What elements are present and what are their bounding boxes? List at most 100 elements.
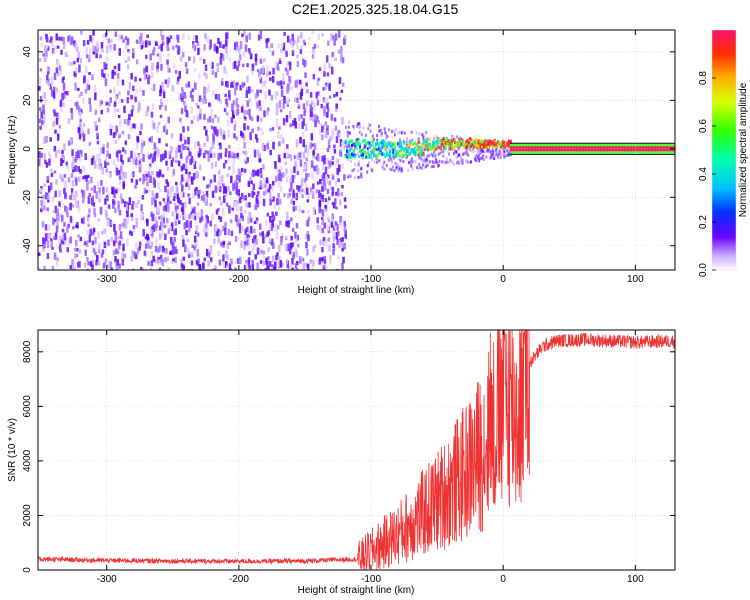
heat-cell (161, 174, 165, 178)
heat-cell (433, 150, 436, 154)
heat-cell (149, 53, 152, 61)
heat-cell (307, 37, 311, 41)
heat-cell (87, 261, 90, 266)
heat-cell (61, 92, 64, 101)
heat-cell (351, 147, 354, 151)
heat-cell (193, 34, 196, 40)
x-tick-label: 0 (500, 574, 506, 585)
heat-cell (187, 35, 191, 40)
heat-cell (228, 95, 231, 101)
heat-cell (305, 221, 308, 226)
heat-cell (486, 147, 489, 151)
heat-cell (330, 113, 334, 121)
heat-cell (195, 225, 199, 234)
heat-cell (262, 198, 266, 207)
heat-cell (213, 268, 217, 270)
heat-cell (332, 35, 335, 40)
heat-cell (317, 91, 320, 96)
heat-cell (320, 258, 324, 263)
y-tick-label: 6000 (22, 395, 33, 418)
heat-cell (60, 36, 64, 42)
heat-cell (488, 147, 491, 151)
heat-cell (490, 150, 493, 154)
heat-cell (267, 256, 270, 260)
heat-cell (503, 155, 506, 159)
heat-cell (219, 152, 223, 159)
heat-cell (222, 183, 225, 187)
heat-cell (135, 179, 138, 185)
heat-cell (46, 207, 49, 212)
heat-cell (55, 179, 58, 185)
heat-cell (310, 187, 313, 193)
heat-cell (52, 120, 55, 127)
heat-cell (91, 264, 94, 270)
heat-cell (222, 134, 226, 140)
heat-cell (220, 77, 224, 83)
heat-cell (398, 154, 401, 158)
heat-cell (53, 252, 57, 261)
heat-cell (342, 244, 346, 248)
heat-cell (433, 141, 436, 145)
heat-cell (176, 193, 179, 200)
heat-cell (166, 202, 169, 206)
heat-cell (484, 140, 487, 144)
heat-cell (39, 96, 43, 103)
heat-cell (203, 95, 206, 101)
heat-cell (203, 44, 206, 51)
heat-cell (335, 268, 339, 270)
heat-cell (359, 125, 362, 129)
heat-cell (77, 105, 81, 113)
heat-cell (360, 175, 363, 179)
heat-cell (298, 79, 302, 84)
heat-cell (100, 253, 104, 258)
x-tick-label: 100 (627, 274, 644, 285)
heat-cell (376, 142, 379, 146)
heat-cell (178, 70, 182, 79)
heat-cell (158, 225, 162, 231)
heat-cell (62, 36, 66, 45)
heat-cell (196, 114, 200, 122)
heat-cell (85, 65, 88, 74)
heat-cell (335, 103, 338, 109)
heat-cell (86, 229, 89, 235)
heat-cell (460, 142, 463, 146)
heat-cell (259, 167, 263, 174)
heat-cell (396, 142, 400, 146)
heat-cell (38, 107, 42, 112)
heat-cell (396, 151, 400, 155)
heat-cell (422, 146, 425, 150)
heat-cell (495, 143, 498, 147)
heat-cell (262, 261, 266, 266)
heat-cell (92, 202, 96, 207)
heat-cell (47, 194, 50, 201)
heat-cell (385, 137, 388, 141)
heat-cell (155, 68, 159, 73)
heat-cell (274, 91, 277, 100)
heat-cell (460, 161, 463, 165)
heat-cell (493, 155, 496, 159)
heat-cell (420, 153, 423, 157)
heat-cell (108, 259, 111, 268)
heat-cell (86, 215, 90, 222)
heat-cell (303, 107, 307, 113)
heat-cell (211, 142, 215, 149)
heat-cell (290, 199, 293, 204)
heat-cell (159, 254, 163, 263)
heat-cell (260, 68, 263, 74)
heat-cell (50, 172, 54, 177)
heat-cell (162, 210, 166, 218)
heat-cell (233, 60, 237, 69)
heat-cell (295, 267, 299, 270)
heat-cell (155, 146, 158, 153)
heat-cell (500, 143, 503, 147)
heat-cell (114, 261, 118, 266)
heat-cell (468, 147, 471, 151)
heat-cell (328, 196, 331, 201)
heat-cell (313, 102, 316, 111)
heat-cell (380, 132, 383, 136)
heat-cell (249, 132, 252, 141)
heat-cell (365, 134, 368, 138)
heat-cell (345, 125, 348, 129)
heat-cell (492, 150, 495, 154)
heat-cell (233, 42, 237, 51)
